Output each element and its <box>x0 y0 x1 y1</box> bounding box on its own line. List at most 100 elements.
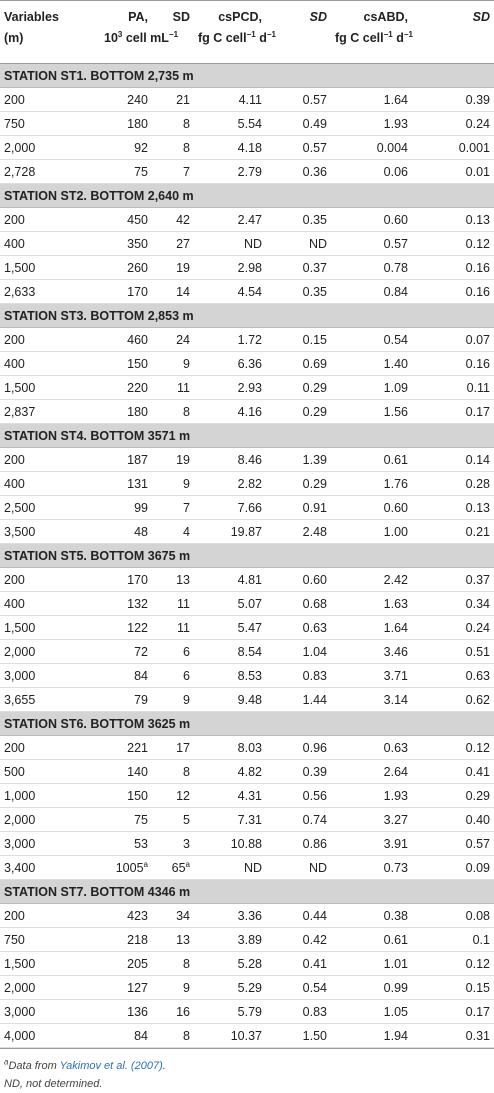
text: 19 <box>176 452 190 467</box>
text: 4 <box>183 524 190 539</box>
superscript: −1 <box>383 29 393 39</box>
data-row: 3,000 53 3 10.88 0.86 3.91 0.57 <box>0 831 494 856</box>
text: 6 <box>183 644 190 659</box>
cell: 7.66 <box>194 495 266 520</box>
text: 13 <box>176 932 190 947</box>
cell: 0.99 <box>331 975 412 1000</box>
text: 3,000 <box>4 1004 36 1019</box>
cell: 1.04 <box>266 639 331 664</box>
cell: 0.21 <box>412 519 494 544</box>
text: 0.15 <box>465 980 490 995</box>
cell: 42 <box>152 207 194 232</box>
section-title: STATION ST3. BOTTOM 2,853 m <box>0 303 494 328</box>
cell: 1,500 <box>0 951 100 976</box>
cell: 17 <box>152 735 194 760</box>
text: 423 <box>127 908 148 923</box>
cell: 0.24 <box>412 111 494 136</box>
cell: 84 <box>100 1023 152 1048</box>
data-row: 3,000 136 16 5.79 0.83 1.05 0.17 <box>0 999 494 1024</box>
cell: 1.93 <box>331 111 412 136</box>
text: 5.79 <box>237 1004 262 1019</box>
cell: 0.001 <box>412 135 494 160</box>
cell: 1.39 <box>266 447 331 472</box>
text: 180 <box>127 404 148 419</box>
cell: ND <box>194 231 266 256</box>
cell: 9 <box>152 471 194 496</box>
reference-link[interactable]: Yakimov et al. (2007) <box>59 1060 163 1072</box>
text: 0.91 <box>302 500 327 515</box>
cell: 3,000 <box>0 663 100 688</box>
text: 3,000 <box>4 836 36 851</box>
cell: 1005a <box>100 855 152 880</box>
cell: 0.12 <box>412 231 494 256</box>
cell: 8.03 <box>194 735 266 760</box>
text: 3,000 <box>4 668 36 683</box>
superscript: a <box>4 1057 9 1067</box>
text: 0.36 <box>302 164 327 179</box>
cell: 180 <box>100 399 152 424</box>
text: 0.62 <box>465 692 490 707</box>
text: 19.87 <box>230 524 262 539</box>
cell: 99 <box>100 495 152 520</box>
cell: 53 <box>100 831 152 856</box>
text: 24 <box>176 332 190 347</box>
cell: 8 <box>152 135 194 160</box>
text: 11 <box>177 620 190 635</box>
text: 0.54 <box>302 980 327 995</box>
text: 10 <box>104 31 118 45</box>
footnotes: aData from Yakimov et al. (2007). ND, not… <box>0 1048 494 1093</box>
text: 9.48 <box>237 692 262 707</box>
cell: 221 <box>100 735 152 760</box>
text: 0.86 <box>302 836 327 851</box>
cell: 1.44 <box>266 687 331 712</box>
cell: 92 <box>100 135 152 160</box>
cell: 5.28 <box>194 951 266 976</box>
section-title-text: STATION ST5. BOTTOM 3675 m <box>4 548 191 563</box>
cell: 3,655 <box>0 687 100 712</box>
text: 200 <box>4 332 25 347</box>
text: 92 <box>134 140 148 155</box>
text: 0.13 <box>465 500 490 515</box>
cell: 4.81 <box>194 567 266 592</box>
cell: 72 <box>100 639 152 664</box>
text: 2.98 <box>237 260 262 275</box>
text: 0.24 <box>465 116 490 131</box>
text: 1.01 <box>383 956 408 971</box>
cell: 8 <box>152 951 194 976</box>
cell: 3,500 <box>0 519 100 544</box>
cell: 0.29 <box>266 471 331 496</box>
text: 48 <box>134 524 148 539</box>
text: 0.57 <box>302 140 327 155</box>
text: 8.54 <box>237 644 262 659</box>
cell: 750 <box>0 927 100 952</box>
text: 1.94 <box>383 1028 408 1043</box>
cell: ND <box>194 855 266 880</box>
text: 200 <box>4 92 25 107</box>
text: 220 <box>127 380 148 395</box>
cell: 0.63 <box>266 615 331 640</box>
cell: 0.15 <box>412 975 494 1000</box>
section-title-text: STATION ST4. BOTTOM 3571 m <box>4 428 191 443</box>
data-row: 1,500 220 11 2.93 0.29 1.09 0.11 <box>0 375 494 400</box>
cell: 122 <box>100 615 152 640</box>
cell: 8 <box>152 399 194 424</box>
text: 11 <box>177 380 190 395</box>
superscript: a <box>143 859 148 869</box>
text: 3 <box>183 836 190 851</box>
cell: 1.64 <box>331 87 412 112</box>
text: 7.66 <box>237 500 262 515</box>
text: 7 <box>183 500 190 515</box>
data-row: 4,000 84 8 10.37 1.50 1.94 0.31 <box>0 1023 494 1048</box>
header-line: csPCD, <box>198 7 262 28</box>
text: 0.13 <box>465 212 490 227</box>
text: PA, <box>128 10 148 24</box>
superscript: −1 <box>266 29 276 39</box>
data-row: 2,000 75 5 7.31 0.74 3.27 0.40 <box>0 807 494 832</box>
cell: 0.004 <box>331 135 412 160</box>
cell: 0.60 <box>331 207 412 232</box>
text: 0.78 <box>383 260 408 275</box>
text: 400 <box>4 596 25 611</box>
text: 0.40 <box>465 812 490 827</box>
cell: 0.68 <box>266 591 331 616</box>
data-row: 1,500 260 19 2.98 0.37 0.78 0.16 <box>0 255 494 280</box>
